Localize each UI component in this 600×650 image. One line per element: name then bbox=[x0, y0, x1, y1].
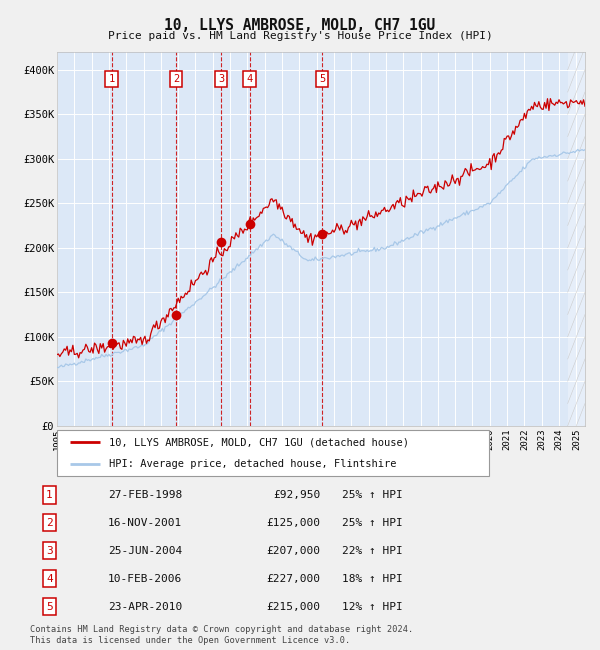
Text: 5: 5 bbox=[319, 73, 325, 84]
Text: Contains HM Land Registry data © Crown copyright and database right 2024.
This d: Contains HM Land Registry data © Crown c… bbox=[30, 625, 413, 645]
Text: 16-NOV-2001: 16-NOV-2001 bbox=[108, 518, 182, 528]
Text: 2: 2 bbox=[46, 518, 53, 528]
Text: HPI: Average price, detached house, Flintshire: HPI: Average price, detached house, Flin… bbox=[109, 459, 397, 469]
Text: £215,000: £215,000 bbox=[266, 602, 320, 612]
Text: 3: 3 bbox=[46, 546, 53, 556]
Text: 4: 4 bbox=[46, 574, 53, 584]
Text: 18% ↑ HPI: 18% ↑ HPI bbox=[343, 574, 403, 584]
Text: £207,000: £207,000 bbox=[266, 546, 320, 556]
Text: 5: 5 bbox=[46, 602, 53, 612]
Text: 1: 1 bbox=[46, 490, 53, 500]
Text: 4: 4 bbox=[247, 73, 253, 84]
Text: 22% ↑ HPI: 22% ↑ HPI bbox=[343, 546, 403, 556]
Text: 2: 2 bbox=[173, 73, 179, 84]
Text: 25% ↑ HPI: 25% ↑ HPI bbox=[343, 490, 403, 500]
Polygon shape bbox=[568, 52, 585, 426]
Text: £227,000: £227,000 bbox=[266, 574, 320, 584]
Text: 23-APR-2010: 23-APR-2010 bbox=[108, 602, 182, 612]
Text: 3: 3 bbox=[218, 73, 224, 84]
Text: Price paid vs. HM Land Registry's House Price Index (HPI): Price paid vs. HM Land Registry's House … bbox=[107, 31, 493, 41]
Text: 1: 1 bbox=[109, 73, 115, 84]
Text: 27-FEB-1998: 27-FEB-1998 bbox=[108, 490, 182, 500]
Text: £92,950: £92,950 bbox=[273, 490, 320, 500]
Text: £125,000: £125,000 bbox=[266, 518, 320, 528]
Text: 25-JUN-2004: 25-JUN-2004 bbox=[108, 546, 182, 556]
Text: 10-FEB-2006: 10-FEB-2006 bbox=[108, 574, 182, 584]
Text: 25% ↑ HPI: 25% ↑ HPI bbox=[343, 518, 403, 528]
Text: 10, LLYS AMBROSE, MOLD, CH7 1GU: 10, LLYS AMBROSE, MOLD, CH7 1GU bbox=[164, 18, 436, 33]
FancyBboxPatch shape bbox=[57, 430, 489, 476]
Text: 10, LLYS AMBROSE, MOLD, CH7 1GU (detached house): 10, LLYS AMBROSE, MOLD, CH7 1GU (detache… bbox=[109, 437, 409, 447]
Text: 12% ↑ HPI: 12% ↑ HPI bbox=[343, 602, 403, 612]
